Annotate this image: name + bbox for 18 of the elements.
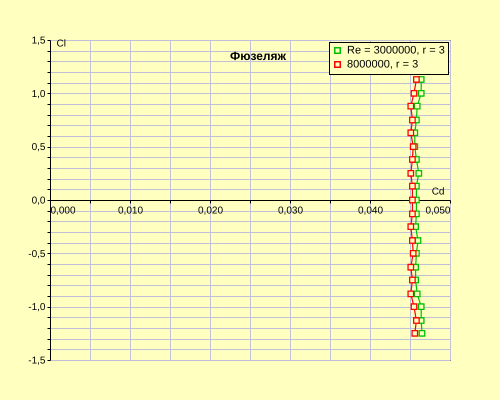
y-tick-label: 0,5 (32, 142, 46, 154)
x-tick-label: 0,010 (118, 206, 144, 216)
text: Фюзеляж (230, 49, 287, 63)
y-tick-label: -1,0 (28, 302, 46, 314)
legend-label: Re = 3000000, r = 3 (347, 44, 445, 56)
x-tick-label: 0,050 (425, 206, 451, 216)
y-tick-label: -0,5 (28, 248, 46, 260)
x-tick-label: 0,040 (358, 206, 384, 216)
y-tick-label: 1,0 (32, 88, 46, 100)
y-tick-label: 0,0 (32, 196, 46, 206)
legend-label: 8000000, r = 3 (347, 58, 418, 70)
y-axis-title: Cl (56, 38, 66, 50)
x-tick-label: 0,020 (198, 206, 224, 216)
y-tick-label: 1,5 (32, 36, 46, 46)
x-tick-label: 0,000 (50, 206, 76, 216)
x-axis-title: Cd (432, 186, 444, 198)
y-tick-label: -1,5 (28, 356, 46, 366)
x-tick-label: 0,030 (278, 206, 304, 216)
